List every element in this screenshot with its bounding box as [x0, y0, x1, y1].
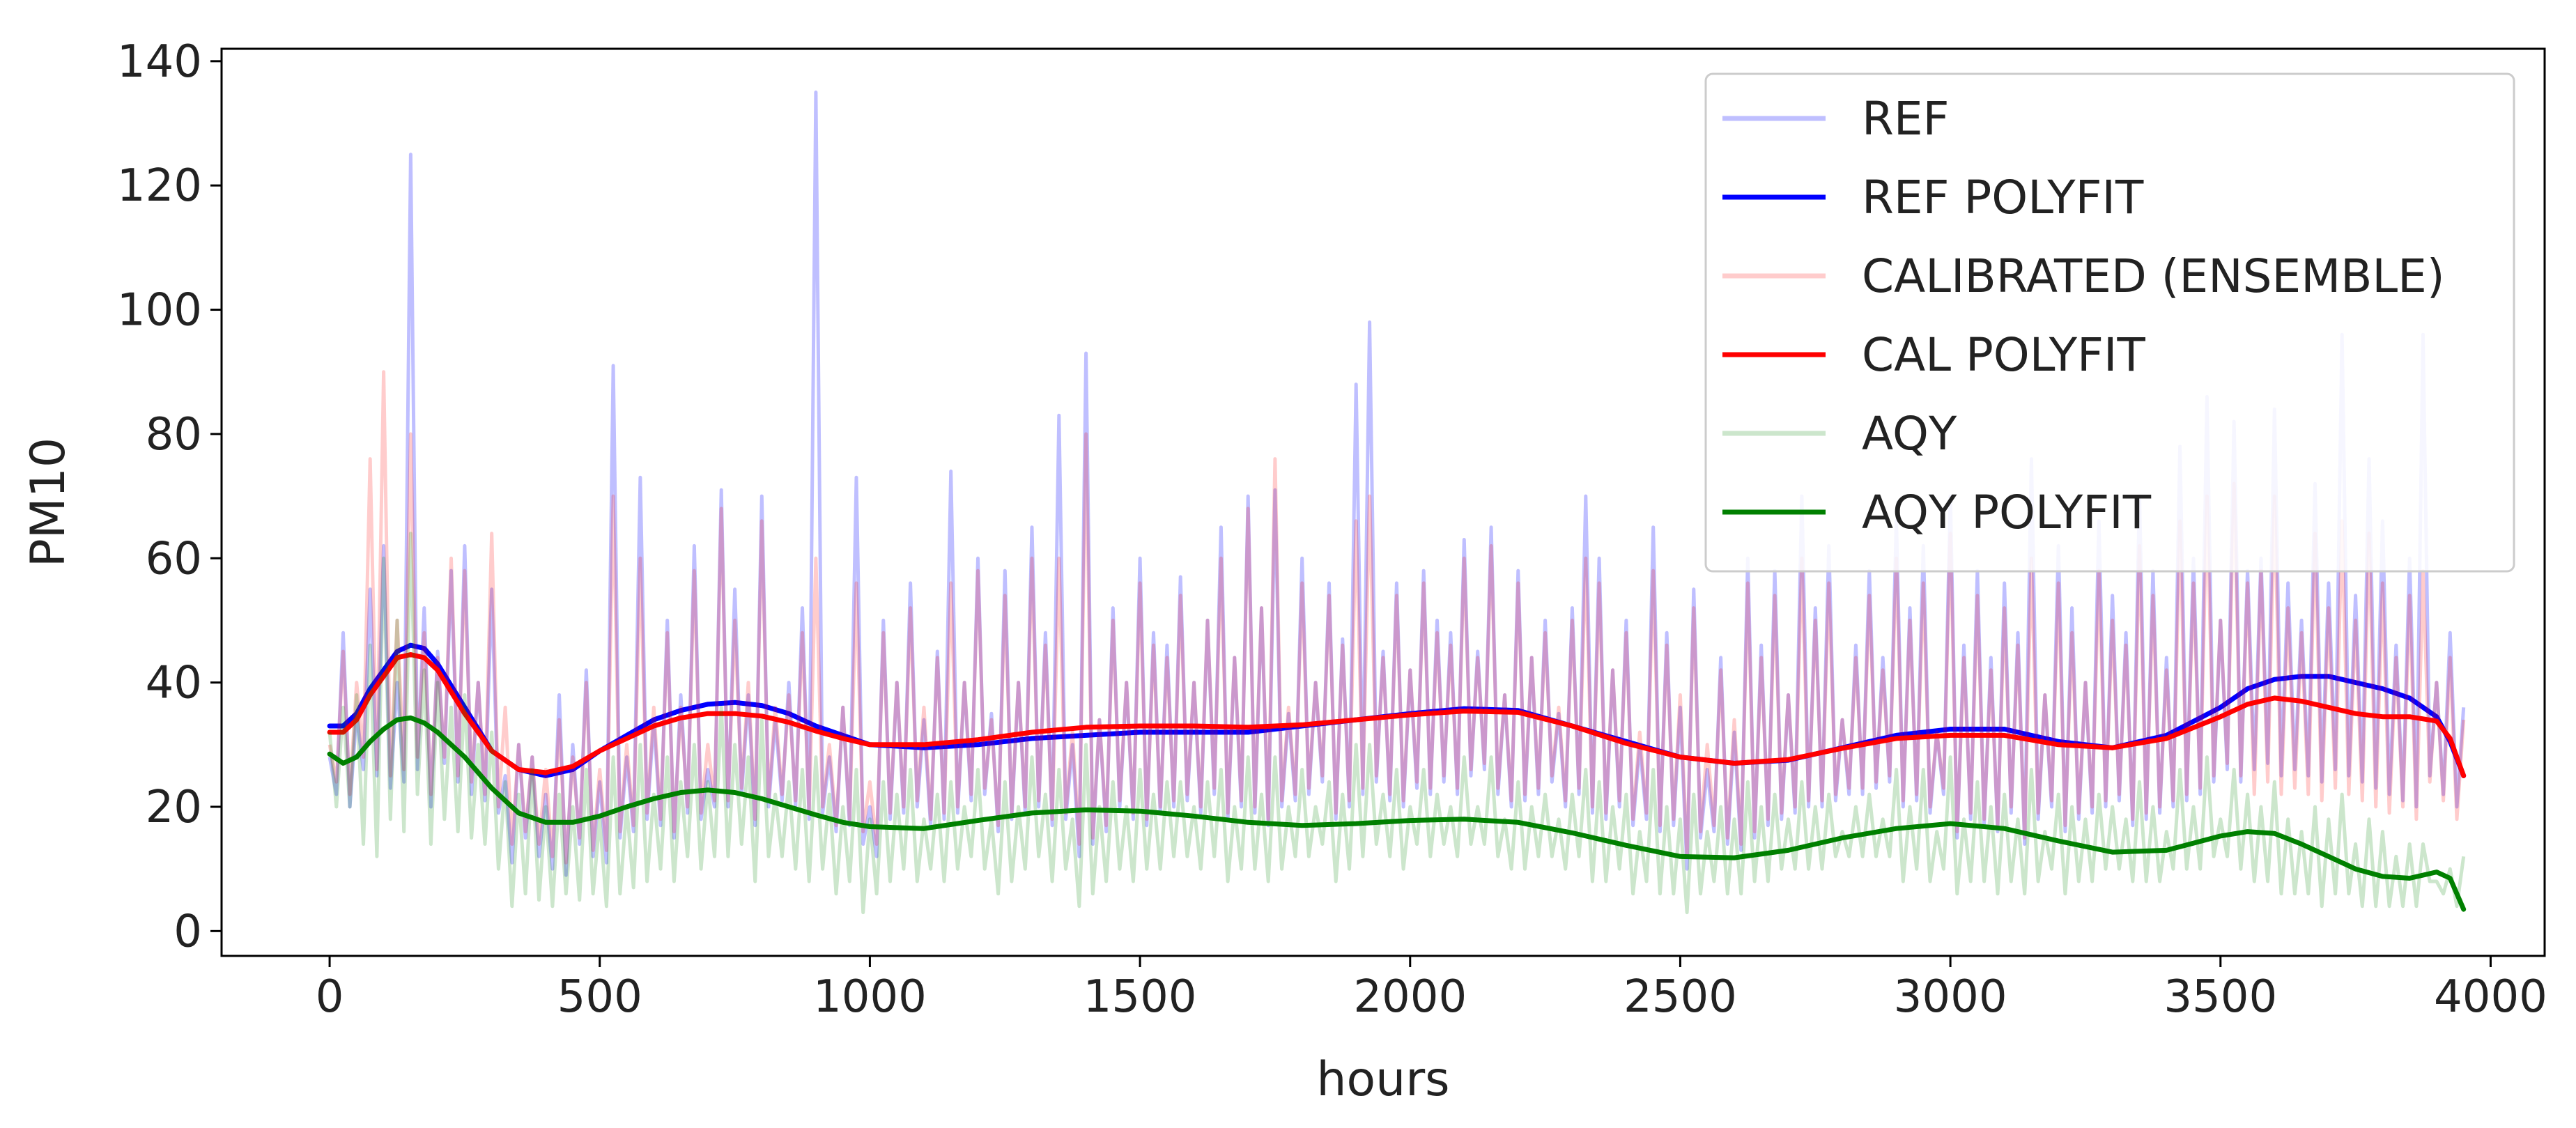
x-tick-label: 0 [316, 971, 344, 1023]
legend-label-ref-polyfit: REF POLYFIT [1862, 171, 2144, 224]
y-tick-label: 140 [117, 36, 202, 88]
legend-label-ref: REF [1862, 92, 1950, 146]
plot-data-layer [327, 90, 2467, 915]
x-tick-label: 2500 [1624, 971, 1737, 1023]
x-tick-label: 500 [557, 971, 642, 1023]
x-tick-label: 1000 [813, 971, 927, 1023]
axes-frame [220, 47, 2546, 957]
series-line-calibrated-ensemble [327, 370, 2466, 865]
series-line-aqy [327, 532, 2466, 915]
y-tick-label: 0 [173, 906, 202, 957]
y-tick-label: 100 [117, 285, 202, 337]
y-tick-label: 40 [146, 658, 202, 709]
y-axis-label: PM10 [21, 438, 76, 567]
tick-layer: 0 500 1000 1500 2000 2500 3000 3500 4000 0 20 40 60 8… [117, 36, 2547, 1023]
legend-label-calibrated-ensemble: CALIBRATED (ENSEMBLE) [1862, 249, 2445, 303]
x-tick-label: 3000 [1894, 971, 2007, 1023]
x-axis-label: hours [1316, 1052, 1449, 1107]
plot-area [327, 90, 2467, 915]
x-tick-label: 3500 [2164, 971, 2277, 1023]
legend-label-aqy: AQY [1862, 407, 1957, 461]
series-line-ref [327, 90, 2466, 877]
legend: REF REF POLYFIT CALIBRATED (ENSEMBLE) CAL P… [1704, 72, 2515, 573]
axes [220, 47, 2546, 957]
y-tick-label: 80 [146, 409, 202, 461]
x-tick-label: 1500 [1083, 971, 1197, 1023]
y-tick-label: 120 [117, 160, 202, 212]
series-line-cal-polyfit [327, 652, 2467, 778]
legend-box [1704, 72, 2515, 573]
x-tick-label: 2000 [1353, 971, 1467, 1023]
x-tick-label: 4000 [2434, 971, 2547, 1023]
y-tick-label: 20 [146, 782, 202, 833]
y-tick-label: 60 [146, 533, 202, 585]
series-line-aqy-polyfit [327, 715, 2467, 912]
legend-label-aqy-polyfit: AQY POLYFIT [1862, 486, 2152, 539]
legend-label-cal-polyfit: CAL POLYFIT [1862, 328, 2145, 382]
